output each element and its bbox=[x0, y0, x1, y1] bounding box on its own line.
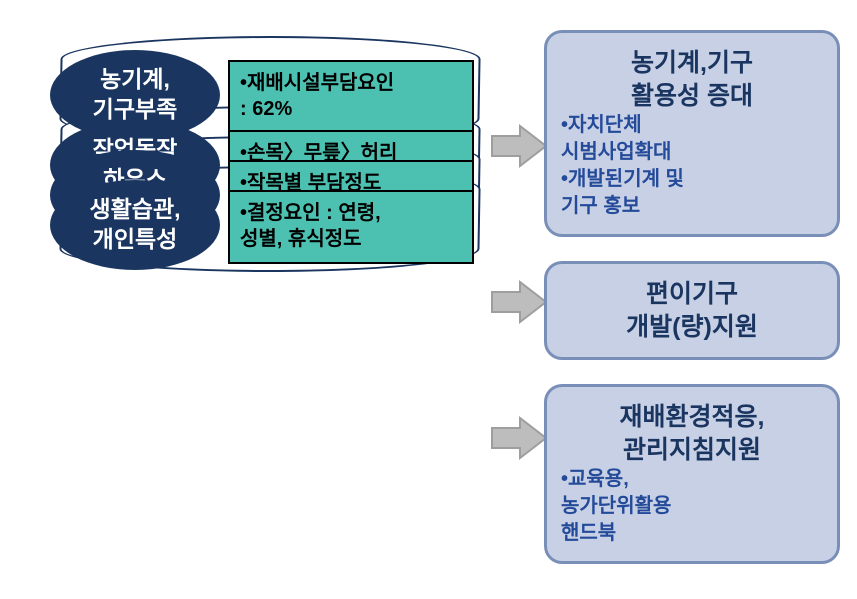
factor-badge-4: 생활습관, 개인특성 bbox=[50, 180, 220, 270]
solution-title: 관리지침지원 bbox=[561, 434, 823, 467]
solution-box-2: 편이기구 개발(량)지원 bbox=[544, 261, 840, 360]
badge-text: 생활습관, bbox=[89, 195, 180, 225]
solution-bullet: 농가단위활용 bbox=[561, 493, 823, 520]
solution-bullet: •개발된기계 및 bbox=[561, 166, 823, 193]
badge-text: 개인특성 bbox=[93, 225, 178, 255]
solution-title: 개발(량)지원 bbox=[561, 311, 823, 344]
detail-text: •재배시설부담요인 bbox=[240, 70, 462, 96]
solution-box-3: 재배환경적응, 관리지침지원 •교육용, 농가단위활용 핸드북 bbox=[544, 384, 840, 564]
solution-bullet: 핸드북 bbox=[561, 520, 823, 547]
solution-bullet: •자치단체 bbox=[561, 112, 823, 139]
badge-text: 농기계, bbox=[100, 65, 170, 95]
factor-detail-1: •재배시설부담요인 : 62% bbox=[228, 60, 474, 134]
solution-title: 편이기구 bbox=[561, 278, 823, 311]
solution-bullet: 기구 홍보 bbox=[561, 193, 823, 220]
left-factor-stack: 농기계, 기구부족 •재배시설부담요인 : 62% 작업동작 반복성 •손목〉무… bbox=[60, 36, 490, 76]
solution-bullet: 시범사업확대 bbox=[561, 139, 823, 166]
solution-bullet: •교육용, bbox=[561, 466, 823, 493]
solution-box-1: 농기계,기구 활용성 증대 •자치단체 시범사업확대 •개발된기계 및 기구 홍… bbox=[544, 30, 840, 237]
factor-detail-4: •결정요인 : 연령, 성별, 휴식정도 bbox=[228, 190, 474, 264]
detail-text: 성별, 휴식정도 bbox=[240, 226, 462, 252]
solution-title: 재배환경적응, bbox=[561, 401, 823, 434]
arrow-icon bbox=[490, 416, 548, 460]
arrow-icon bbox=[490, 280, 548, 324]
solution-title: 활용성 증대 bbox=[561, 80, 823, 113]
right-solution-column: 농기계,기구 활용성 증대 •자치단체 시범사업확대 •개발된기계 및 기구 홍… bbox=[544, 30, 840, 588]
detail-text: : 62% bbox=[240, 96, 462, 122]
solution-title: 농기계,기구 bbox=[561, 47, 823, 80]
detail-text: •결정요인 : 연령, bbox=[240, 200, 462, 226]
arrow-icon bbox=[490, 124, 548, 168]
